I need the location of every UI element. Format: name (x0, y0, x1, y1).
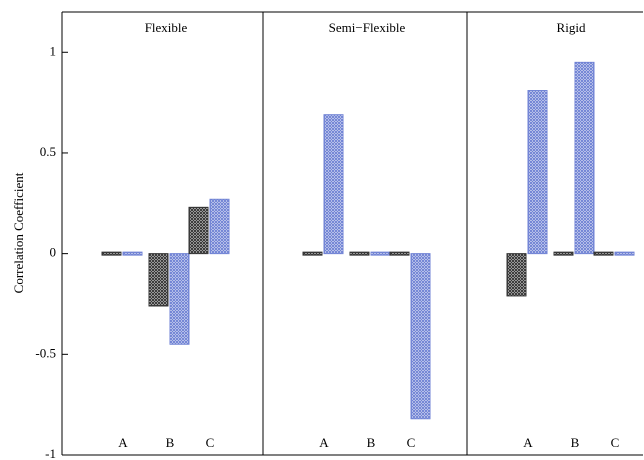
panel-title: Flexible (145, 20, 188, 35)
bar (574, 61, 595, 255)
x-tick-label: C (407, 435, 416, 450)
y-tick-label: 0 (50, 245, 57, 260)
bar (188, 206, 209, 255)
bar (302, 251, 323, 256)
bar (527, 90, 548, 255)
bar (593, 251, 614, 256)
y-tick-label: -1 (45, 446, 56, 460)
bar (122, 251, 143, 256)
panel-title: Rigid (557, 20, 586, 35)
bar (614, 251, 635, 256)
bar (389, 251, 410, 256)
bar (370, 251, 391, 256)
bar (553, 251, 574, 256)
x-tick-label: A (523, 435, 533, 450)
bar (349, 251, 370, 256)
x-tick-label: A (319, 435, 329, 450)
bar (410, 253, 431, 420)
x-tick-label: A (118, 435, 128, 450)
x-tick-label: B (571, 435, 580, 450)
y-tick-label: 0.5 (40, 144, 56, 159)
panel-title: Semi−Flexible (329, 20, 406, 35)
y-tick-label: 1 (50, 43, 57, 58)
x-tick-label: B (367, 435, 376, 450)
y-tick-label: -0.5 (35, 345, 56, 360)
bar (169, 253, 190, 345)
x-tick-label: C (206, 435, 215, 450)
bar (506, 253, 527, 297)
bar (209, 198, 230, 255)
bar (148, 253, 169, 307)
x-tick-label: B (166, 435, 175, 450)
bar (323, 114, 344, 255)
x-tick-label: C (611, 435, 620, 450)
bar (101, 251, 122, 256)
y-axis-label: Correlation Coefficient (11, 172, 26, 293)
